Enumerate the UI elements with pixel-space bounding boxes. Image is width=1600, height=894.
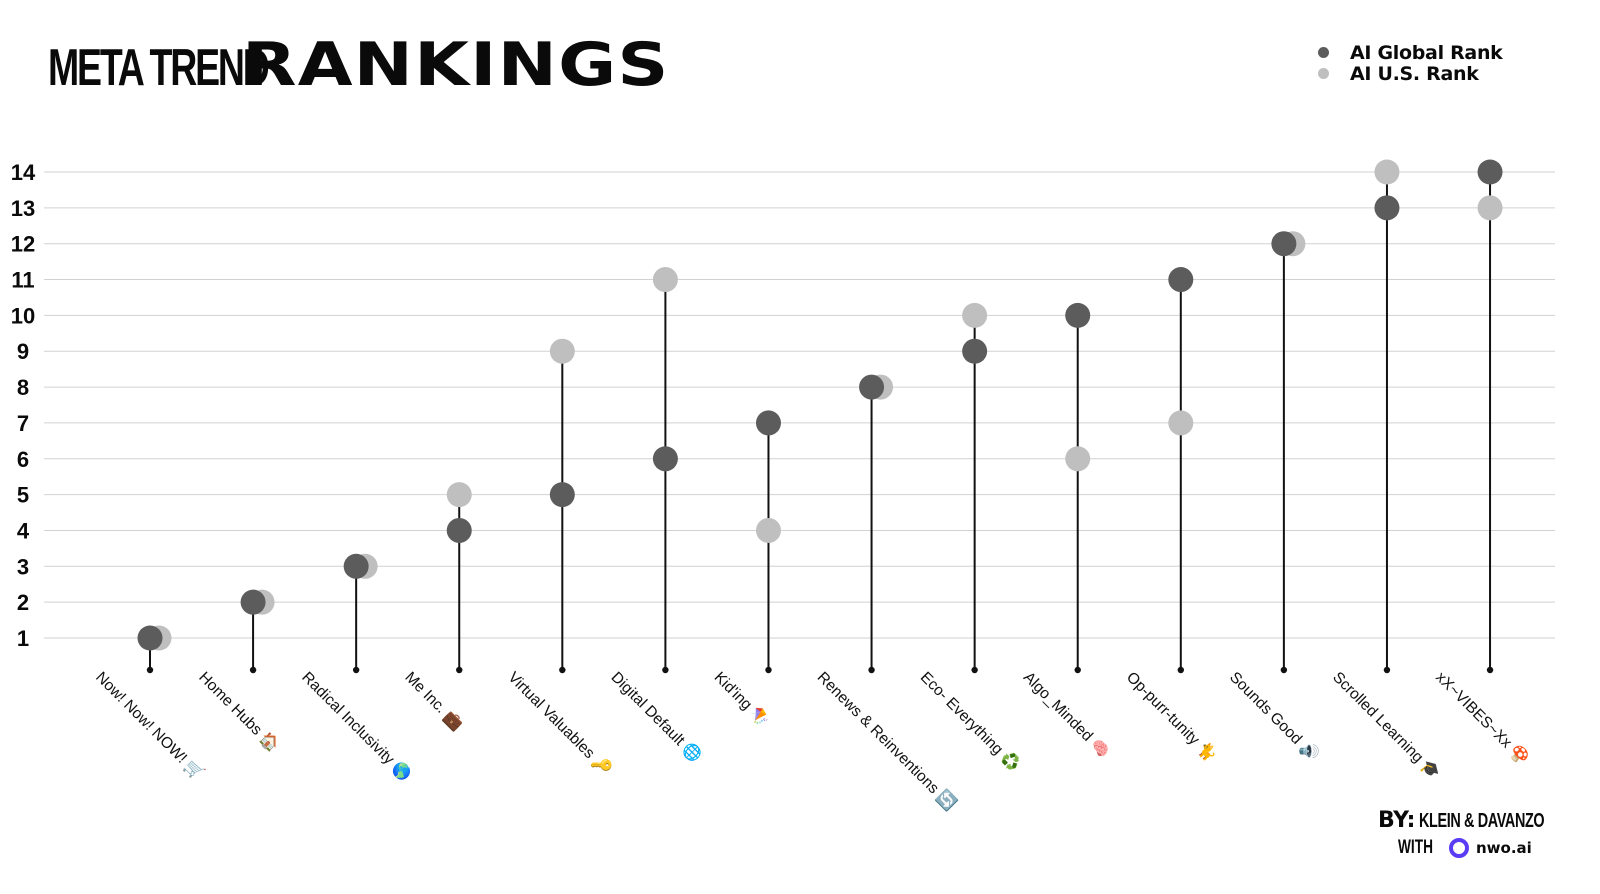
x-category-label: Eco- Everything ♻️ [917,667,1024,774]
x-category-label: Kid'ing 🪁 [711,668,773,730]
us-rank-point [1374,159,1400,185]
global-rank-point [755,410,781,436]
credit-with-label: WITH [1398,837,1433,858]
us-rank-point [755,517,781,543]
x-category-label: Now! Now! NOW! 🛒 [92,667,208,783]
global-rank-point [446,517,472,543]
chart-title: META TREND RANKINGS [48,30,668,110]
legend-marker-global [1318,47,1329,58]
stem-base-dot [1486,666,1494,674]
stem-base-dot [1074,666,1081,674]
x-category-label: Sounds Good 🔊 [1226,667,1323,764]
global-rank-point [652,446,678,472]
stem-base-dot [456,666,463,674]
global-rank-point [1477,159,1503,185]
us-rank-point [652,267,678,293]
stem-base-dot [249,666,257,674]
y-tick-label: 1 [17,626,29,651]
legend-marker-us [1318,68,1329,79]
x-category-label: Scrolled Learning 🎓 [1329,669,1443,783]
y-tick-label: 9 [17,339,29,364]
title-rankings: RANKINGS [242,30,670,100]
x-category-label: xX~VIBES~Xx 🍄 [1432,667,1533,768]
stem-base-dot [971,666,978,674]
global-rank-point [1271,231,1297,257]
stem-base-dot [559,666,566,674]
credit-by-label: BY: [1378,808,1415,833]
y-tick-label: 3 [17,554,29,579]
us-rank-point [1168,410,1194,436]
us-rank-point [446,482,472,508]
global-rank-point [962,338,988,364]
legend-label-global: AI Global Rank [1350,41,1503,64]
credit-authors: KLEIN & DAVANZO [1418,810,1545,832]
x-category-label: Op-purr-tunity 🐈 [1123,667,1221,765]
global-rank-point [1065,302,1091,328]
y-tick-label: 6 [17,447,29,472]
legend-item-global: AI Global Rank [1318,41,1503,64]
stem-base-dot [662,666,669,674]
stem-base-dot [146,666,154,674]
global-rank-point [343,553,369,579]
stem-base-dot [1177,666,1185,674]
y-tick-label: 14 [11,160,36,185]
x-category-label: Virtual Valuables 🔑 [504,667,615,778]
chart-legend: AI Global Rank AI U.S. Rank [1318,41,1503,85]
y-tick-label: 12 [11,232,35,257]
stem-base-dot [352,666,360,674]
y-tick-label: 10 [11,303,35,328]
global-rank-point [240,589,266,615]
us-rank-point [1065,446,1091,472]
us-rank-point [962,302,988,328]
global-rank-point [549,482,575,508]
y-tick-label: 13 [11,196,35,221]
x-category-label: Digital Default 🌐 [608,667,706,765]
y-tick-label: 5 [17,483,29,508]
global-rank-point [1168,267,1194,293]
global-rank-point [137,625,163,651]
stem-base-dot [765,666,772,674]
global-rank-point [1374,195,1400,221]
credit-block: BY: KLEIN & DAVANZO WITH nwo.ai [1378,808,1568,859]
stem-base-dot [868,666,875,674]
y-tick-label: 7 [17,411,29,436]
nwo-logo-icon [1449,838,1469,858]
stem-base-dot [1280,666,1288,674]
legend-label-us: AI U.S. Rank [1350,62,1479,85]
credit-brand: nwo.ai [1476,839,1532,857]
y-tick-label: 11 [11,268,34,293]
y-tick-label: 2 [17,590,29,615]
x-category-label: Algo_Minded 🧠 [1020,668,1113,761]
x-category-label: Me Inc. 💼 [401,669,466,734]
legend-item-us: AI U.S. Rank [1318,62,1503,85]
x-category-label: Radical Inclusivity 🌎 [298,667,415,784]
stem-base-dot [1383,666,1391,674]
y-tick-label: 4 [17,518,30,543]
global-rank-point [859,374,885,400]
us-rank-point [549,338,575,364]
y-tick-label: 8 [17,375,29,400]
x-category-label: Home Hubs 🏠 [195,668,282,755]
us-rank-point [1477,195,1503,221]
